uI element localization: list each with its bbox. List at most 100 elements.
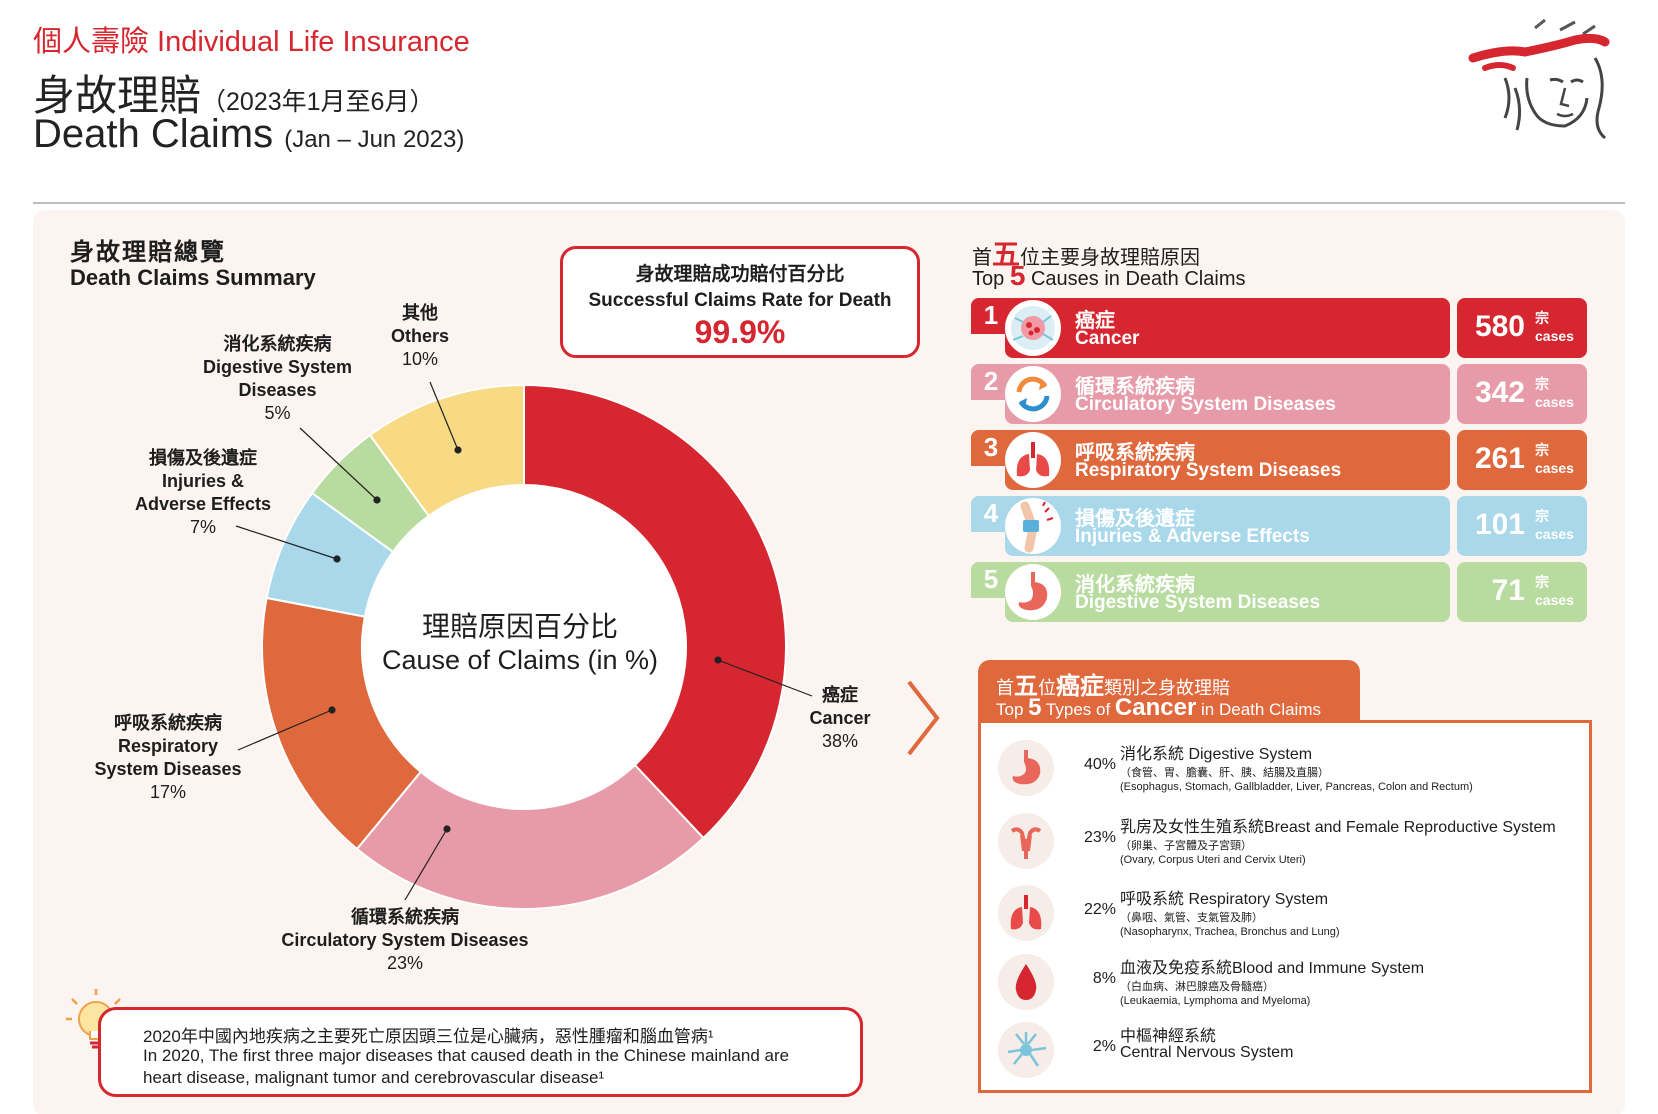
rank-number: 2	[971, 364, 1011, 400]
cause-name-en: Digestive System Diseases	[1075, 592, 1321, 613]
cause-name-zh: 損傷及後遺症	[1075, 508, 1195, 530]
cancer-type-pct: 23%	[1083, 829, 1116, 846]
cancer-type-pct: 40%	[1083, 756, 1116, 773]
stomach-icon	[1005, 564, 1061, 620]
chevron-right-icon	[907, 680, 940, 756]
circulation-arrows-icon	[1005, 366, 1061, 422]
page-title-en: Death Claims (Jan – Jun 2023)	[33, 112, 465, 156]
leader-line-dig	[299, 427, 378, 501]
header-divider	[33, 202, 1625, 204]
footnote-zh: 2020年中國內地疾病之主要死亡原因頭三位是心臟病，惡性腫瘤和腦血管病¹	[143, 1027, 714, 1046]
page-title-zh: 身故理賠（2023年1月至6月）	[33, 72, 435, 119]
cancer-type-sub-zh: （卵巢、子宮體及子宮頸）	[1120, 840, 1252, 852]
blood-drop-icon	[998, 954, 1054, 1010]
top5-heading-zh: 首五位主要身故理賠原因	[972, 239, 1201, 270]
leader-line-resp	[237, 709, 333, 751]
cancer-types-heading-zh: 首五位癌症類別之身故理賠	[996, 673, 1230, 700]
top5-heading-en: Top 5 Causes in Death Claims	[972, 260, 1246, 291]
lungs-icon	[998, 885, 1054, 941]
donut-hole	[363, 486, 685, 808]
cause-name-en: Respiratory System Diseases	[1075, 460, 1342, 481]
cause-name-zh: 循環系統疾病	[1075, 376, 1195, 398]
donut-slice-others	[368, 383, 525, 518]
cause-count-circulatory: 342 宗 cases	[1457, 364, 1587, 424]
footnote-en-line1: In 2020, The first three major diseases …	[143, 1046, 790, 1065]
success-rate-box: 身故理賠成功賠付百分比 Successful Claims Rate for D…	[560, 246, 920, 358]
cancer-type-sub-zh: （鼻咽、氣管、支氣管及肺）	[1120, 912, 1263, 924]
case-count: 101	[1474, 508, 1525, 541]
leader-dot-circ	[443, 825, 451, 833]
cause-name-zh: 癌症	[1075, 310, 1115, 332]
leader-dot-resp	[328, 706, 336, 714]
lungs-icon	[1005, 432, 1061, 488]
cause-name-en: Injuries & Adverse Effects	[1075, 526, 1310, 547]
footnote-en-line2: heart disease, malignant tumor and cereb…	[143, 1068, 605, 1087]
cause-row-respiratory: 3 呼吸系統疾病 Respiratory System Diseases	[971, 430, 1450, 490]
unit-en: cases	[1535, 592, 1574, 608]
unit-en: cases	[1535, 328, 1574, 344]
label-injuries: 損傷及後遺症 Injuries & Adverse Effects 7%	[134, 448, 272, 537]
cancer-type-pct: 8%	[1092, 970, 1116, 987]
stomach-icon	[998, 740, 1054, 796]
cause-count-respiratory: 261 宗 cases	[1457, 430, 1587, 490]
leader-line-cancer	[717, 659, 813, 697]
donut-slice-circulatory-system-diseases	[355, 763, 705, 910]
rank-number: 3	[971, 430, 1011, 466]
unit-zh: 宗	[1535, 508, 1549, 524]
cancer-type-sub-zh: （食管、胃、膽囊、肝、胰、結腸及直腸）	[1120, 767, 1329, 779]
unit-zh: 宗	[1535, 442, 1549, 458]
category-title: 個人壽險 Individual Life Insurance	[33, 26, 470, 58]
cancer-type-title: 消化系統 Digestive System	[1120, 746, 1313, 763]
cancer-type-sub-en: (Leukaemia, Lymphoma and Myeloma)	[1120, 995, 1311, 1007]
cancer-type-sub-en: Central Nervous System	[1120, 1044, 1294, 1061]
label-circulatory: 循環系統疾病 Circulatory System Diseases 23%	[281, 907, 529, 973]
summary-title-en: Death Claims Summary	[70, 265, 316, 290]
success-rate-label-zh: 身故理賠成功賠付百分比	[635, 264, 845, 285]
label-digestive: 消化系統疾病 Digestive System Diseases 5%	[202, 334, 353, 423]
summary-title-zh: 身故理賠總覽	[70, 239, 226, 266]
cause-count-digestive: 71 宗 cases	[1457, 562, 1587, 622]
cause-row-injuries: 4 損傷及後遺症 Injuries & Adverse Effects	[971, 496, 1450, 556]
cancer-types-box	[978, 720, 1592, 1093]
donut-center-title-zh: 理賠原因百分比	[421, 611, 618, 642]
cause-name-en: Circulatory System Diseases	[1075, 394, 1336, 415]
cancer-types-tab: 首五位癌症類別之身故理賠 Top 5 Types of Cancer in De…	[978, 660, 1360, 722]
leader-dot-cancer	[714, 656, 722, 664]
cause-count-cancer: 580 宗 cases	[1457, 298, 1587, 358]
cancer-type-sub-zh: （白血病、淋巴腺癌及骨髓癌）	[1120, 981, 1274, 993]
cancer-type-sub-en: (Nasopharynx, Trachea, Bronchus and Lung…	[1120, 926, 1340, 938]
label-respiratory: 呼吸系統疾病 Respiratory System Diseases 17%	[94, 713, 242, 802]
leader-line-inj	[235, 525, 338, 560]
cause-row-digestive: 5 消化系統疾病 Digestive System Diseases	[971, 562, 1450, 622]
case-count: 580	[1474, 310, 1525, 343]
cancer-type-pct: 2%	[1092, 1038, 1116, 1055]
neuron-icon	[998, 1022, 1054, 1078]
cancer-type-title: 血液及免疫系統Blood and Immune System	[1120, 960, 1425, 977]
unit-zh: 宗	[1535, 574, 1549, 590]
leader-line-oth	[429, 381, 459, 451]
cause-row-circulatory: 2 循環系統疾病 Circulatory System Diseases	[971, 364, 1450, 424]
case-count: 342	[1474, 376, 1525, 409]
unit-zh: 宗	[1535, 310, 1549, 326]
leader-dot-oth	[454, 446, 462, 454]
cancer-type-sub-en: (Esophagus, Stomach, Gallbladder, Liver,…	[1120, 781, 1473, 793]
success-rate-value: 99.9%	[694, 314, 786, 350]
cause-name-zh: 消化系統疾病	[1075, 574, 1195, 596]
rank-number: 5	[971, 562, 1011, 598]
donut-center-title-en: Cause of Claims (in %)	[381, 645, 659, 675]
cause-name-zh: 呼吸系統疾病	[1075, 442, 1195, 464]
footnote-box: 2020年中國內地疾病之主要死亡原因頭三位是心臟病，惡性腫瘤和腦血管病¹ In …	[98, 1007, 863, 1097]
label-others: 其他 Others 10%	[390, 303, 450, 369]
bandaged-knee-icon	[1005, 498, 1061, 554]
cancer-type-title: 呼吸系統 Respiratory System	[1120, 891, 1329, 908]
rank-number: 1	[971, 298, 1011, 334]
cancer-type-sub-en: (Ovary, Corpus Uteri and Cervix Uteri)	[1120, 854, 1306, 866]
unit-en: cases	[1535, 394, 1574, 410]
unit-en: cases	[1535, 460, 1574, 476]
label-cancer: 癌症 Cancer 38%	[809, 685, 871, 751]
cause-name-en: Cancer	[1075, 328, 1140, 349]
cancer-type-pct: 22%	[1083, 901, 1116, 918]
leader-dot-dig	[373, 496, 381, 504]
case-count: 71	[1491, 574, 1525, 607]
